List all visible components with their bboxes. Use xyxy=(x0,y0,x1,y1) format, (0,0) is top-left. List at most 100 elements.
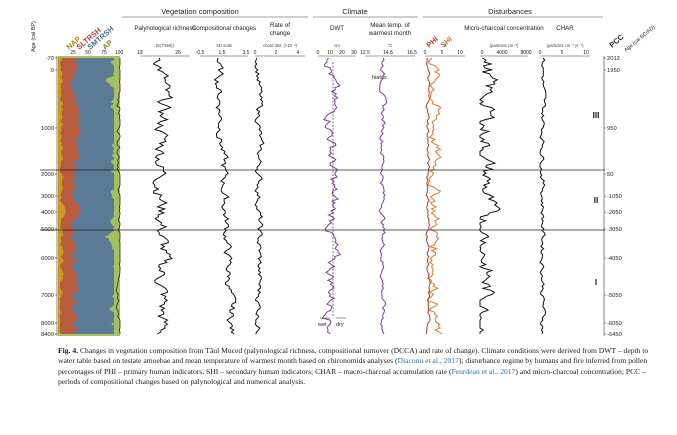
age-tick-label: 8400 xyxy=(41,332,54,338)
column-tick-label: 4 xyxy=(297,50,300,56)
right-age-tick-label: 1950 xyxy=(607,68,620,74)
column-unit: (particles cm⁻² yr⁻¹) xyxy=(547,43,585,48)
pollen-sltrsh-area xyxy=(58,58,82,334)
column-title: Micro-charcoal concentration xyxy=(464,25,544,32)
age-tick-label: 1000 xyxy=(41,126,54,132)
phi-title: PHI xyxy=(425,35,440,50)
column-titles: Palynological richness (E(T358)) 18 26 Compo… xyxy=(134,22,590,57)
column-curve xyxy=(539,57,547,335)
phi-curve xyxy=(425,57,431,335)
caption-part-2: ); disturbance regime by humans and fire… xyxy=(58,356,648,376)
header-climate: Climate xyxy=(342,7,367,16)
pcc-zone-iii: III xyxy=(593,111,600,120)
column-title: Compositional changes xyxy=(192,25,256,32)
caption-ref-feurdean[interactable]: Feurdean et al., 2017 xyxy=(451,366,516,376)
column-tick-label: 0 xyxy=(317,50,320,56)
caption-part-3: ) and micro-charcoal concentration; PCC … xyxy=(58,366,646,387)
right-age-tick-label: -6450 xyxy=(607,332,622,338)
caption-ref-diaconu[interactable]: Diaconu et al., 2017 xyxy=(397,356,459,366)
column-tick-label: 0 xyxy=(254,50,257,56)
column-title: Palynological richness xyxy=(134,25,195,32)
column-title: DWT xyxy=(330,25,344,32)
column-tick-label: 0 xyxy=(424,50,427,56)
column-tick-label: 5 xyxy=(441,50,444,56)
column-title: Rate of xyxy=(270,22,290,29)
column-curve xyxy=(321,57,342,335)
pollen-total-line xyxy=(115,58,121,334)
figure-caption: Fig. 4. Changes in vegetation compositio… xyxy=(58,346,658,388)
column-tick-label: -0.5 xyxy=(196,50,205,56)
column-unit: chord dist. (×10⁻³) xyxy=(263,43,298,48)
column-curve xyxy=(426,57,443,335)
column-unit: (particles cm⁻³) xyxy=(490,43,519,48)
right-age-tick-label: -5050 xyxy=(607,293,622,299)
column-tick-label: 1.5 xyxy=(219,50,226,56)
pollen-tick-75: 75 xyxy=(101,50,107,56)
dwt-wet-label: wet xyxy=(317,322,327,328)
column-tick-label: 26 xyxy=(175,50,181,56)
right-age-tick-label: -2050 xyxy=(607,210,622,216)
column-curve xyxy=(478,57,501,334)
column-tick-label: 5 xyxy=(561,50,564,56)
column-tick-label: 8000 xyxy=(520,50,531,56)
column-tick-label: 2 xyxy=(275,50,278,56)
group-headers: Vegetation composition Climate Disturban… xyxy=(161,7,532,16)
column-unit: (E(T358)) xyxy=(156,43,175,48)
column-title: CHAR xyxy=(556,25,574,32)
column-curve xyxy=(378,57,388,335)
column-tick-label: 20 xyxy=(339,50,345,56)
age-tick-label: 3000 xyxy=(41,194,54,200)
pollen-ticks: 25 50 75 100 xyxy=(70,50,123,56)
column-tick-label: 14.5 xyxy=(383,50,393,56)
pollen-tick-25: 25 xyxy=(70,50,76,56)
age-axis-title: Age (cal BP) xyxy=(31,21,37,52)
age-tick-label: 6000 xyxy=(41,256,54,262)
column-tick-label: 10 xyxy=(583,50,589,56)
caption-part-1: Changes in vegetation composition from T… xyxy=(58,346,649,366)
column-curve xyxy=(152,57,174,335)
column-tick-label: 10 xyxy=(327,50,333,56)
column-title: Mean temp. of xyxy=(370,22,410,29)
right-age-axis: 2012 1950 950 50 -1050 -2050 -3050 -4050 -5050 -6… xyxy=(604,56,622,338)
column-tick-label: 3.5 xyxy=(243,50,250,56)
column-tick-label: 0 xyxy=(539,50,542,56)
right-age-tick-label: -4050 xyxy=(607,256,622,262)
pcc-zone-i: I xyxy=(595,278,597,287)
right-age-tick-label: 2012 xyxy=(607,56,620,62)
header-disturbances: Disturbances xyxy=(488,7,532,16)
column-title: change xyxy=(270,30,291,37)
column-tick-label: 0 xyxy=(481,50,484,56)
column-tick-label: 30 xyxy=(351,50,357,56)
hiatus-annotation: hiatus xyxy=(372,75,387,81)
pcc-zone-ii: II xyxy=(594,196,598,205)
column-tick-label: 12.5 xyxy=(360,50,370,56)
right-age-tick-label: -3050 xyxy=(607,227,622,233)
pollen-tick-50: 50 xyxy=(85,50,91,56)
column-curve xyxy=(213,57,237,335)
pcc-title: PCC xyxy=(608,32,626,49)
column-tick-label: 10 xyxy=(457,50,463,56)
right-age-tick-label: -1050 xyxy=(607,194,622,200)
age-tick-label: 2000 xyxy=(41,172,54,178)
column-curve xyxy=(254,57,265,335)
age-tick-label: 8000 xyxy=(41,321,54,327)
column-tick-label: 4000 xyxy=(496,50,507,56)
age-tick-label: 7000 xyxy=(41,293,54,299)
pollen-panel xyxy=(58,56,121,336)
header-vegetation: Vegetation composition xyxy=(161,7,239,16)
column-curves xyxy=(152,57,547,335)
column-title: warmest month xyxy=(368,30,412,37)
pollen-nap-area xyxy=(58,58,66,334)
right-age-tick-label: 950 xyxy=(607,126,617,132)
column-tick-label: 18 xyxy=(137,50,143,56)
age-tick-label: 4000 xyxy=(41,210,54,216)
column-unit: °C xyxy=(388,43,393,48)
pollen-labels: NAP SLTRSH SMTRSH AP xyxy=(65,24,116,51)
figure-panel: Vegetation composition Climate Disturban… xyxy=(31,7,657,338)
column-unit: SD units xyxy=(216,43,232,48)
right-age-tick-label: -6050 xyxy=(607,321,622,327)
column-unit: cm xyxy=(334,43,340,48)
column-unit: % xyxy=(443,43,447,48)
age-tick-label: 0 xyxy=(51,68,54,74)
pcc-zones: III II I xyxy=(593,111,600,287)
